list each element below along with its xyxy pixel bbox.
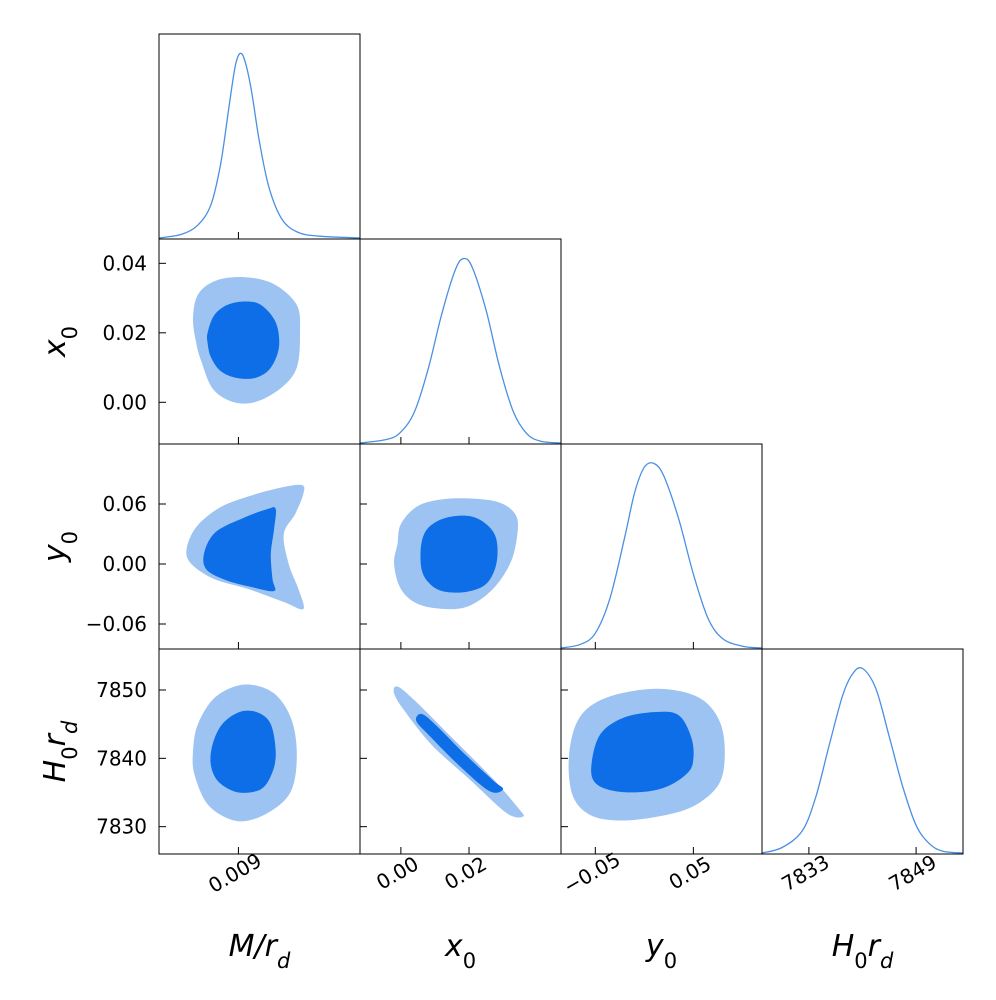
x-tick-label: 7833 [777, 850, 833, 896]
y-tick-label: 0.06 [102, 492, 147, 516]
y-tick-label: 0.04 [102, 251, 147, 275]
contour-68-5 [415, 713, 504, 793]
y-tick-label: 7830 [96, 815, 147, 839]
y-axis-label-2: x0 [38, 326, 82, 358]
x-tick-label: 0.00 [372, 851, 423, 894]
y-tick-label: 0.00 [102, 552, 147, 576]
contour-68-3 [210, 710, 276, 793]
x-axis-label-2: x0 [444, 929, 476, 973]
panel-frame-2-2 [359, 238, 562, 445]
contour-68-2 [203, 507, 277, 592]
y-axis-label-4: H0rd [38, 720, 82, 782]
panel-frame-3-3 [560, 443, 763, 650]
contour-68-1 [206, 301, 280, 379]
contour-68-4 [420, 515, 498, 593]
marginal-curve-4 [761, 667, 964, 854]
x-tick-label: 0.009 [204, 848, 266, 897]
x-tick-label: −0.05 [559, 847, 624, 898]
y-tick-label: 7850 [96, 678, 147, 702]
x-axis-label-3: y0 [645, 929, 677, 973]
contour-68-6 [591, 711, 694, 793]
panel-frame-1-1 [158, 33, 361, 240]
panel-frame-4-4 [761, 648, 964, 855]
y-tick-label: 0.02 [102, 321, 147, 345]
x-tick-label: 0.02 [440, 851, 491, 894]
y-tick-label: 0.00 [102, 390, 147, 414]
y-tick-label: 7840 [96, 746, 147, 770]
x-axis-label-4: H0rd [832, 929, 894, 973]
x-tick-label: 0.05 [665, 851, 716, 894]
x-axis-label-1: M/rd [229, 929, 291, 973]
marginal-curve-2 [359, 257, 562, 444]
y-tick-label: −0.06 [86, 612, 147, 636]
y-axis-label-3: y0 [38, 531, 82, 563]
x-tick-label: 7849 [885, 850, 941, 896]
marginal-curve-1 [158, 52, 361, 239]
marginal-curve-3 [560, 462, 763, 649]
